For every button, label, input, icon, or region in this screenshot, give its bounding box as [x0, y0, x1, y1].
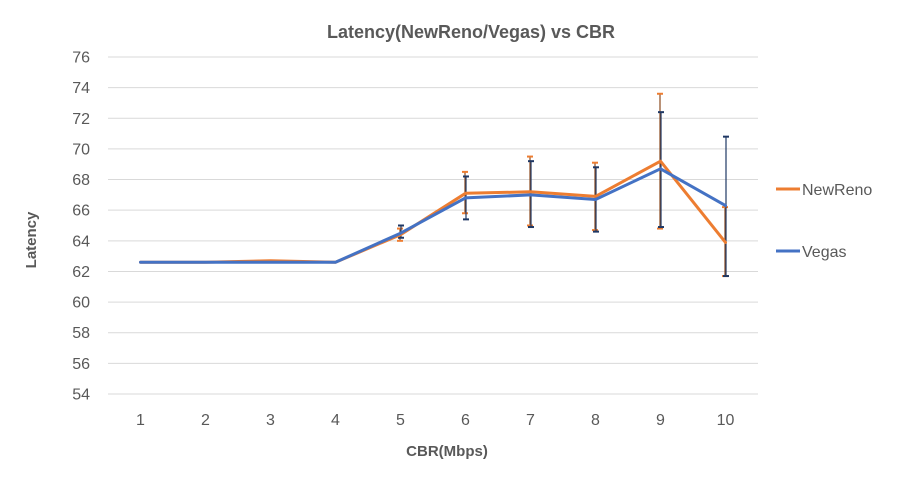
y-tick-label: 60: [72, 295, 90, 312]
y-tick-label: 74: [72, 80, 90, 97]
y-tick-label: 64: [72, 233, 90, 250]
x-axis-ticks: 1 2 3 4 5 6 7 8 9 10: [136, 412, 734, 429]
series-lines: [139, 159, 727, 264]
chart-title: Latency(NewReno/Vegas) vs CBR: [327, 22, 615, 42]
legend-label-newreno: NewReno: [802, 182, 872, 199]
series-line-vegas: [139, 167, 727, 264]
x-tick-label: 9: [656, 412, 665, 429]
y-tick-label: 62: [72, 264, 90, 281]
x-tick-label: 3: [266, 412, 275, 429]
x-tick-label: 10: [717, 412, 735, 429]
x-tick-label: 1: [136, 412, 145, 429]
y-axis-ticks: 54 56 58 60 62 64 66 68 70 72 74 76: [72, 50, 90, 404]
x-tick-label: 8: [591, 412, 600, 429]
gridlines: [108, 56, 758, 364]
legend: NewReno Vegas: [776, 182, 872, 261]
y-tick-label: 66: [72, 203, 90, 220]
x-tick-label: 7: [526, 412, 535, 429]
x-tick-label: 2: [201, 412, 210, 429]
legend-label-vegas: Vegas: [802, 244, 846, 261]
y-tick-label: 70: [72, 141, 90, 158]
series-line-newreno: [139, 159, 727, 264]
y-tick-label: 76: [72, 50, 90, 67]
y-tick-label: 56: [72, 356, 90, 373]
x-tick-label: 4: [331, 412, 340, 429]
y-axis-title: Latency: [23, 211, 40, 268]
x-tick-label: 6: [461, 412, 470, 429]
y-tick-label: 54: [72, 387, 90, 404]
y-tick-label: 72: [72, 111, 90, 128]
x-tick-label: 5: [396, 412, 405, 429]
x-axis-title: CBR(Mbps): [406, 443, 488, 460]
y-tick-label: 58: [72, 325, 90, 342]
y-tick-label: 68: [72, 172, 90, 189]
